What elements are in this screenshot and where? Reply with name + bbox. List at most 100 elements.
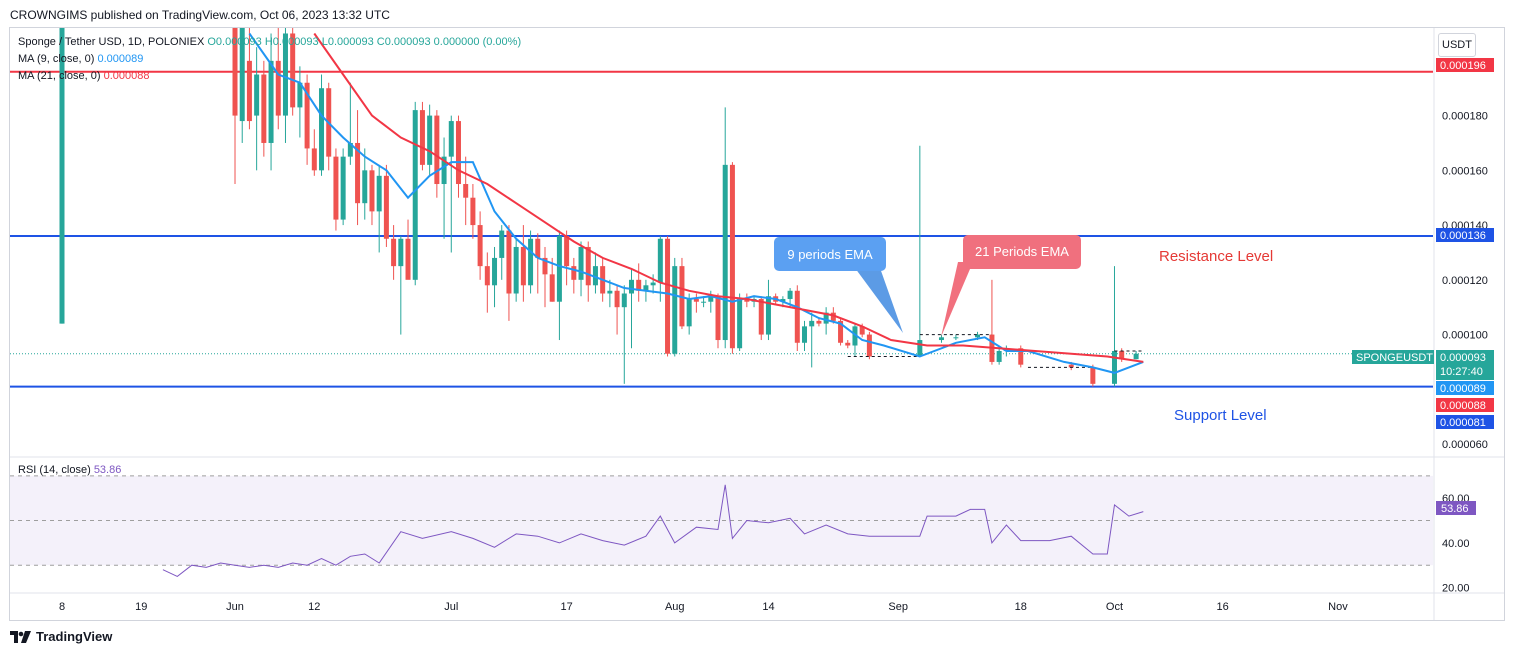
candle[interactable] [355, 110, 361, 226]
candle[interactable] [254, 47, 260, 171]
candle[interactable] [319, 74, 325, 176]
candle[interactable] [463, 156, 469, 226]
candle[interactable] [556, 230, 562, 341]
candle[interactable] [326, 82, 332, 171]
candle[interactable] [650, 274, 656, 294]
candle[interactable] [246, 28, 252, 130]
candle[interactable] [737, 293, 743, 351]
candle[interactable] [398, 236, 404, 335]
candle[interactable] [989, 279, 995, 365]
candle[interactable] [434, 110, 440, 198]
candle[interactable] [672, 257, 678, 357]
candle[interactable] [419, 101, 425, 171]
candle[interactable] [614, 285, 620, 335]
candle[interactable] [722, 107, 728, 349]
candle[interactable] [535, 233, 541, 294]
candle[interactable] [492, 246, 498, 308]
candle[interactable] [528, 230, 534, 294]
candle[interactable] [845, 340, 851, 349]
candle[interactable] [499, 225, 505, 280]
candle[interactable] [297, 66, 303, 138]
candle[interactable] [369, 164, 375, 226]
candle[interactable] [549, 257, 555, 302]
candle[interactable] [391, 225, 397, 280]
candle[interactable] [938, 334, 944, 343]
candle[interactable] [347, 82, 353, 165]
candle[interactable] [441, 137, 447, 239]
candle[interactable] [376, 164, 382, 253]
candle[interactable] [239, 28, 245, 143]
candle[interactable] [592, 252, 598, 294]
candle[interactable] [268, 33, 274, 171]
candle[interactable] [520, 225, 526, 302]
candle[interactable] [455, 115, 461, 198]
candle[interactable] [657, 236, 663, 302]
candle[interactable] [427, 104, 433, 176]
currency-button[interactable]: USDT [1438, 33, 1476, 57]
candle[interactable] [758, 296, 764, 341]
ma21-line[interactable] [313, 32, 1144, 363]
candle[interactable] [470, 184, 476, 239]
candle[interactable] [448, 115, 454, 253]
legend-ma9-row[interactable]: MA (9, close, 0) 0.000089 [18, 53, 143, 65]
candle[interactable] [1111, 266, 1117, 387]
candle[interactable] [816, 318, 822, 327]
legend-rsi-row[interactable]: RSI (14, close) 53.86 [18, 464, 121, 476]
candle[interactable] [628, 268, 634, 349]
candle[interactable] [585, 241, 591, 302]
candle[interactable] [311, 129, 317, 176]
ema21-callout-pointer [941, 262, 973, 337]
candle[interactable] [607, 279, 613, 308]
candle[interactable] [484, 252, 490, 313]
candle[interactable] [232, 28, 238, 185]
candle[interactable] [686, 293, 692, 335]
candle-body [859, 326, 865, 335]
candle[interactable] [765, 279, 771, 341]
candle[interactable] [679, 257, 685, 330]
candle[interactable] [794, 285, 800, 351]
candle[interactable] [636, 263, 642, 302]
candle[interactable] [513, 238, 519, 302]
candle[interactable] [59, 28, 65, 324]
candle[interactable] [542, 246, 548, 308]
legend-ma21-row[interactable]: MA (21, close, 0) 0.000088 [18, 70, 150, 82]
candle[interactable] [693, 293, 699, 313]
candle[interactable] [917, 145, 923, 357]
badge-ma9 [1436, 381, 1494, 395]
candle[interactable] [340, 148, 346, 226]
candle[interactable] [290, 28, 296, 116]
candle[interactable] [383, 164, 389, 247]
tradingview-logo[interactable]: TradingView [10, 629, 112, 644]
candle[interactable] [802, 320, 808, 351]
candle-body [542, 257, 548, 275]
candle[interactable] [571, 257, 577, 294]
candle[interactable] [866, 331, 872, 360]
candle[interactable] [261, 60, 267, 157]
ma9-line[interactable] [248, 32, 1144, 374]
candle[interactable] [362, 148, 368, 220]
candle-body [838, 320, 844, 343]
candle[interactable] [578, 241, 584, 297]
candle[interactable] [506, 225, 512, 321]
candle[interactable] [953, 334, 959, 341]
candle[interactable] [621, 285, 627, 384]
candle[interactable] [333, 148, 339, 231]
candle[interactable] [852, 323, 858, 357]
candle[interactable] [715, 293, 721, 349]
candle[interactable] [1133, 350, 1139, 360]
candle-body [513, 246, 519, 294]
candle[interactable] [405, 219, 411, 280]
candle[interactable] [282, 28, 288, 143]
candle[interactable] [477, 211, 483, 280]
candle[interactable] [665, 236, 671, 357]
candle[interactable] [809, 312, 815, 368]
candle[interactable] [744, 293, 750, 308]
candle[interactable] [412, 101, 418, 286]
candle[interactable] [729, 162, 735, 354]
rsi-line[interactable] [162, 484, 1144, 577]
candle[interactable] [275, 28, 281, 130]
candle[interactable] [304, 74, 310, 165]
candle-body [722, 164, 728, 341]
candle[interactable] [564, 230, 570, 286]
